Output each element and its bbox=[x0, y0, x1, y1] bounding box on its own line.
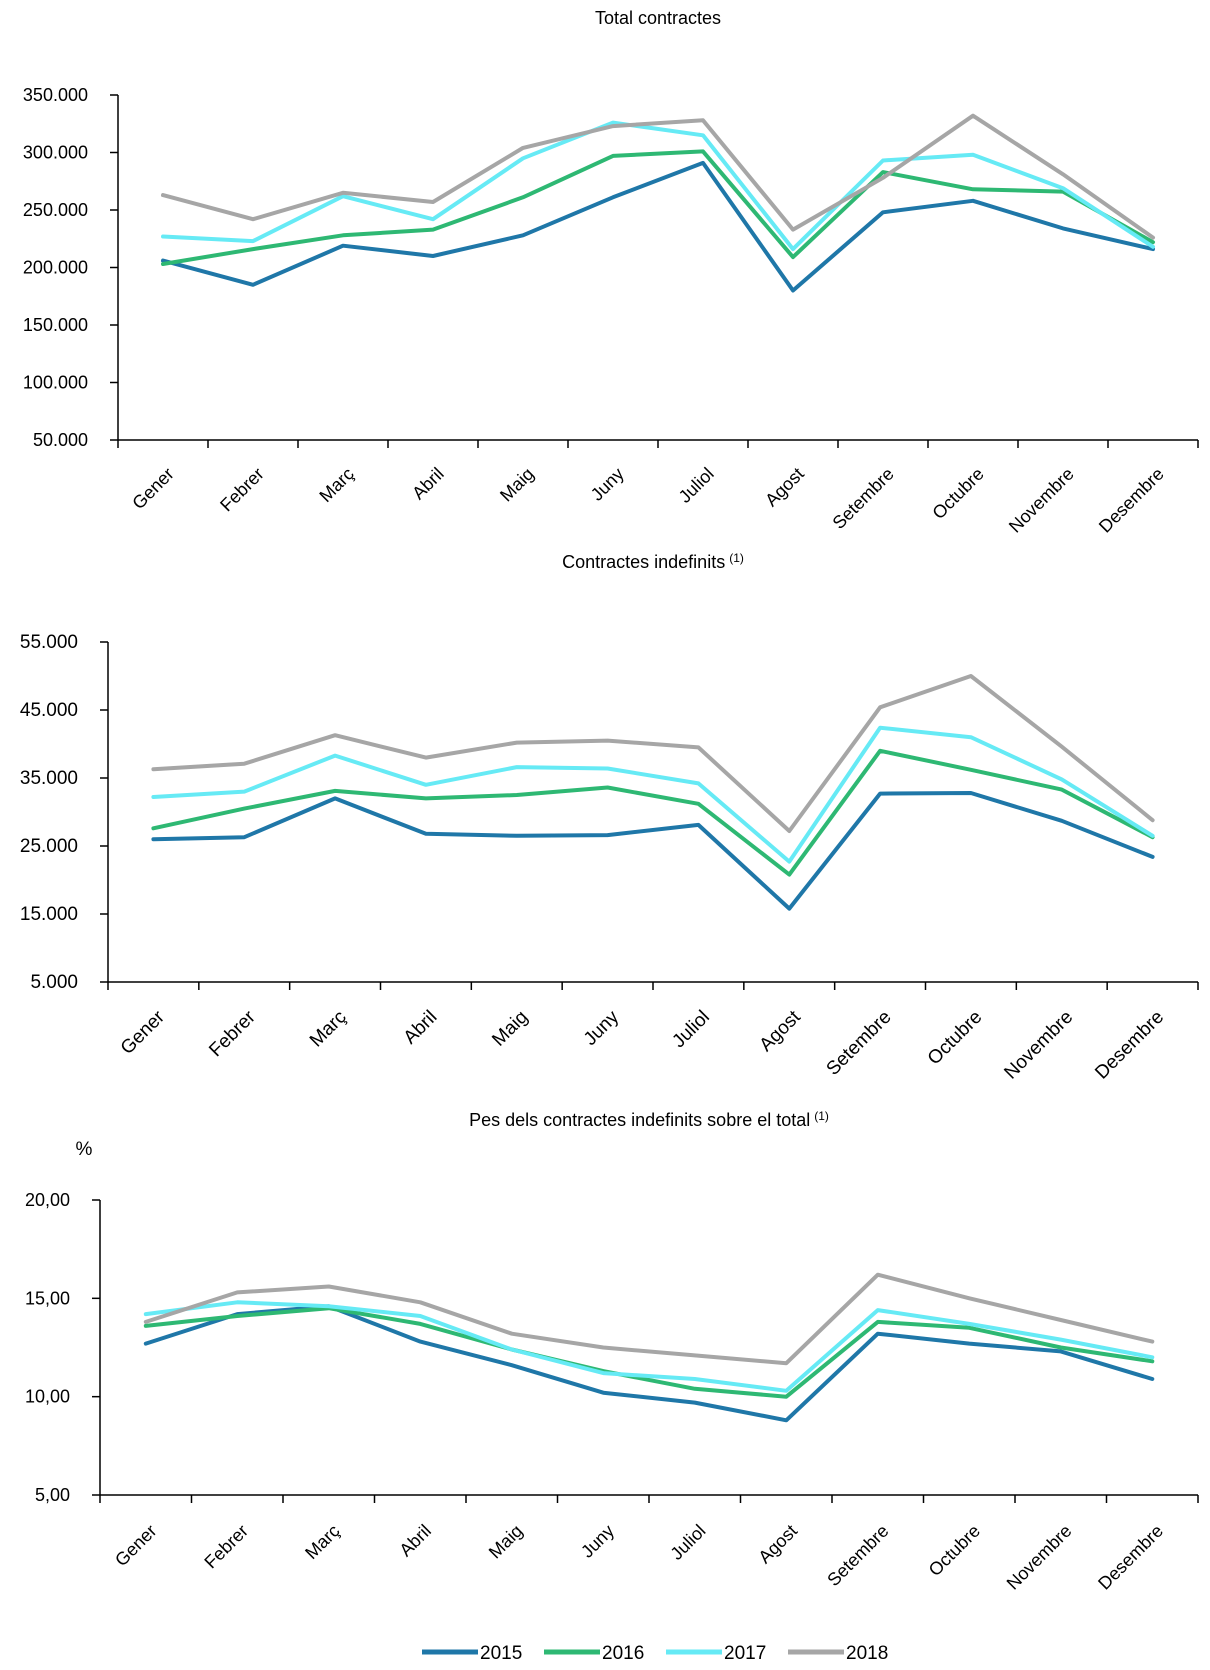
x-tick-label: Juny bbox=[587, 464, 628, 505]
x-tick-label: Maig bbox=[496, 464, 538, 506]
y-tick-label: 250.000 bbox=[23, 200, 88, 220]
chart-title: Contractes indefinits (1) bbox=[562, 551, 744, 572]
x-tick-label: Març bbox=[306, 1007, 351, 1052]
series-line-2016 bbox=[143, 1306, 1155, 1399]
y-tick-label: 15,00 bbox=[25, 1288, 70, 1308]
x-tick-label: Agost bbox=[754, 1521, 801, 1568]
y-tick-label: 100.000 bbox=[23, 373, 88, 393]
title-footnote: (1) bbox=[729, 551, 744, 565]
y-tick-label: 25.000 bbox=[20, 836, 78, 857]
x-tick-label: Setembre bbox=[823, 1007, 896, 1080]
series-line-2015 bbox=[143, 1304, 1155, 1423]
x-tick-label: Juliol bbox=[666, 1521, 709, 1564]
x-tick-label: Febrer bbox=[205, 1006, 260, 1061]
y-tick-label: 20,00 bbox=[25, 1190, 70, 1210]
legend-label-2016: 2016 bbox=[602, 1643, 644, 1664]
y-tick-label: 300.000 bbox=[23, 143, 88, 163]
x-tick-label: Març bbox=[301, 1521, 343, 1563]
y-tick-label: 5,00 bbox=[35, 1485, 70, 1505]
x-tick-label: Juny bbox=[580, 1006, 624, 1050]
series-line-2018 bbox=[151, 674, 1155, 833]
x-tick-label: Juliol bbox=[668, 1007, 713, 1052]
x-tick-label: Octubre bbox=[925, 1521, 984, 1580]
x-tick-label: Agost bbox=[761, 464, 808, 511]
series-line-2017 bbox=[161, 120, 1155, 252]
x-tick-label: Desembre bbox=[1094, 1521, 1167, 1594]
x-tick-label: Gener bbox=[111, 1521, 161, 1571]
chart-title: Pes dels contractes indefinits sobre el … bbox=[469, 1109, 829, 1130]
x-tick-label: Novembre bbox=[1005, 464, 1078, 537]
x-tick-label: Novembre bbox=[1003, 1521, 1076, 1594]
legend-label-2017: 2017 bbox=[724, 1643, 766, 1664]
y-tick-label: 55.000 bbox=[20, 632, 78, 653]
x-tick-label: Desembre bbox=[1095, 464, 1168, 537]
chart-title: Total contractes bbox=[595, 8, 721, 28]
y-tick-label: 10,00 bbox=[25, 1387, 70, 1407]
series-line-2015 bbox=[151, 791, 1155, 911]
chart-2: Contractes indefinits (1) 5.000 15.000 25.00… bbox=[20, 551, 1199, 1084]
x-tick-label: Juny bbox=[577, 1521, 618, 1562]
x-tick-label: Abril bbox=[395, 1521, 435, 1561]
x-tick-label: Febrer bbox=[216, 464, 268, 516]
x-tick-label: Maig bbox=[488, 1007, 532, 1051]
title-footnote: (1) bbox=[814, 1109, 829, 1123]
x-tick-label: Maig bbox=[485, 1521, 527, 1563]
x-tick-label: Gener bbox=[117, 1006, 170, 1059]
series-line-2015 bbox=[161, 160, 1155, 293]
series-line-2016 bbox=[151, 748, 1155, 877]
series-line-2017 bbox=[151, 725, 1155, 864]
x-tick-label: Febrer bbox=[200, 1521, 252, 1573]
x-tick-label: Abril bbox=[400, 1007, 442, 1049]
series-line-2018 bbox=[143, 1272, 1155, 1366]
y-tick-label: 15.000 bbox=[20, 904, 78, 925]
y-tick-label: 50.000 bbox=[33, 430, 88, 450]
x-tick-label: Novembre bbox=[1000, 1007, 1077, 1084]
unit-label: % bbox=[76, 1139, 93, 1160]
x-tick-label: Desembre bbox=[1091, 1007, 1168, 1084]
x-tick-label: Octubre bbox=[928, 464, 987, 523]
legend-label-2018: 2018 bbox=[846, 1643, 888, 1664]
legend: 2015 2016 2017 2018 bbox=[422, 1643, 888, 1664]
x-tick-label: Abril bbox=[408, 464, 448, 504]
y-tick-label: 35.000 bbox=[20, 768, 78, 789]
chart-1: Total contractes 50.000 100.000 150.000 200.… bbox=[23, 8, 1199, 537]
chart-3: Pes dels contractes indefinits sobre el … bbox=[25, 1109, 1199, 1594]
y-tick-label: 200.000 bbox=[23, 258, 88, 278]
series-line-2018 bbox=[161, 113, 1155, 240]
y-tick-label: 350.000 bbox=[23, 85, 88, 105]
x-tick-label: Setembre bbox=[823, 1521, 892, 1590]
legend-label-2015: 2015 bbox=[480, 1643, 522, 1664]
y-tick-label: 150.000 bbox=[23, 315, 88, 335]
y-tick-label: 5.000 bbox=[30, 972, 78, 993]
series-line-2017 bbox=[143, 1300, 1155, 1393]
x-tick-label: Juliol bbox=[675, 464, 718, 507]
x-tick-label: Gener bbox=[128, 464, 178, 514]
x-tick-label: Agost bbox=[756, 1006, 806, 1056]
x-tick-label: Març bbox=[315, 464, 357, 506]
x-tick-label: Octubre bbox=[924, 1007, 987, 1070]
x-tick-label: Setembre bbox=[828, 464, 897, 533]
series-line-2016 bbox=[161, 149, 1155, 266]
y-tick-label: 45.000 bbox=[20, 700, 78, 721]
